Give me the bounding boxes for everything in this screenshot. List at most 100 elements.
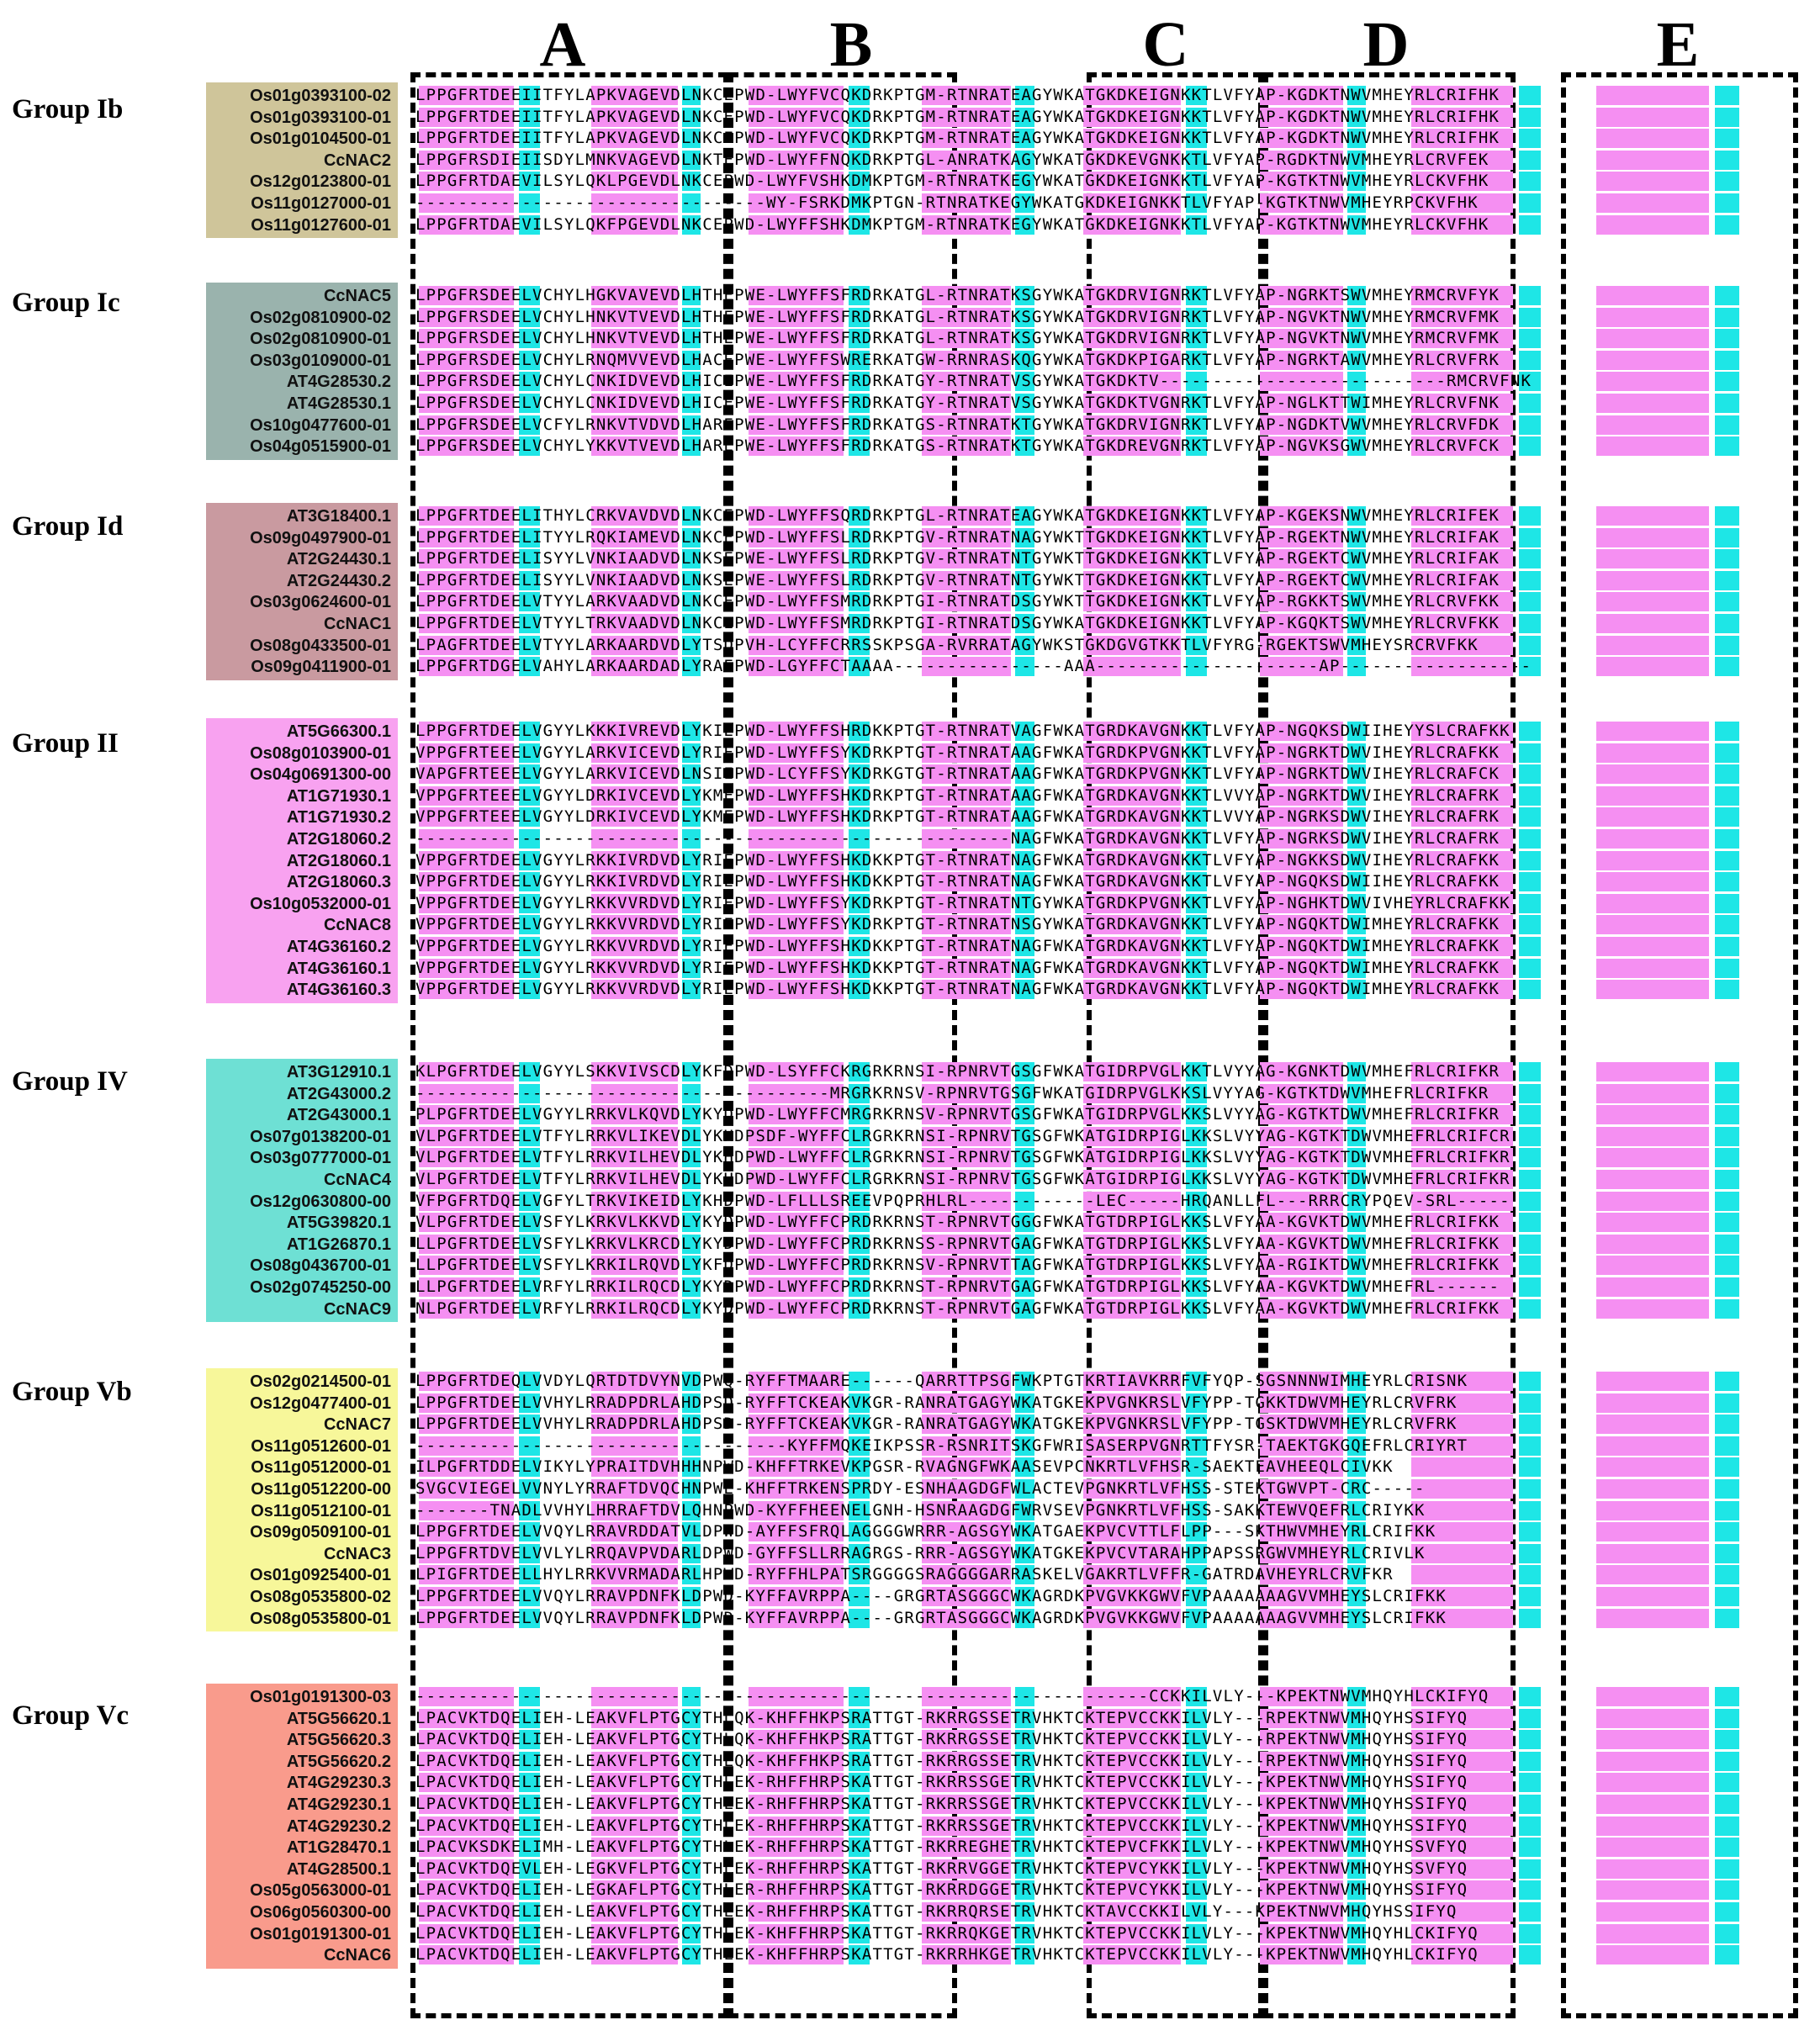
similarity-block (519, 1256, 540, 1276)
identity-block (591, 527, 678, 547)
similarity-block (849, 1587, 870, 1606)
identity-block (591, 436, 678, 457)
identity-block (1260, 1945, 1343, 1965)
sequence-label: CcNAC1 (323, 615, 391, 633)
similarity-block (682, 722, 701, 741)
similarity-block (519, 1436, 540, 1456)
sequence-text: LPACVKTDQELIEH-LEGKAFLPTGCYTHLER-RHFFHRP… (415, 1880, 1468, 1900)
identity-block (1411, 1838, 1513, 1858)
sequence-label: Os12g0123800-01 (250, 172, 391, 192)
similarity-block (1519, 549, 1541, 569)
sequence-text: VFPGFRTDQELVGFYLTRKVIKEIDLYKHDPWD-LFLLLS… (415, 1191, 1510, 1210)
identity-block (749, 1415, 844, 1435)
identity-block (1411, 764, 1513, 785)
similarity-block (849, 129, 870, 149)
sequence-text: LPPGFRTDGELVAHYLARKAARDADLYRAEPWD-LGYFFC… (415, 657, 1532, 676)
sequence-text: LPPGFRTDEQLVVDYLQRTDTDVYNVDPWQ-RYFFTMAAR… (415, 1372, 1468, 1390)
similarity-block (1347, 1608, 1366, 1628)
similarity-block (1519, 1277, 1541, 1297)
identity-block (591, 1902, 678, 1922)
sequence-label: AT2G24430.2 (286, 571, 391, 590)
identity-block (922, 764, 1011, 785)
similarity-block (849, 150, 870, 170)
similarity-block (682, 329, 701, 349)
sequence-text: LPPGFRSDEELVCHYLYKKVTVEVDLHAREPWE-LWYFFS… (415, 436, 1500, 456)
identity-block (1260, 1148, 1343, 1168)
similarity-block (519, 1730, 540, 1750)
identity-block (591, 1083, 678, 1103)
identity-block (1411, 614, 1513, 633)
identity-block (419, 1213, 514, 1233)
similarity-block (1519, 1587, 1541, 1606)
similarity-block (519, 506, 540, 526)
identity-block (419, 958, 514, 978)
sequence-row: LPPGFRTDEQLVVDYLQRTDTDVYNVDPWQ-RYFFTMAAR… (414, 1372, 1796, 1391)
identity-block (1596, 657, 1709, 677)
similarity-block (519, 214, 540, 235)
similarity-block (682, 506, 701, 526)
sequence-label: AT4G28500.1 (286, 1859, 391, 1879)
identity-block (591, 829, 678, 849)
similarity-block (1715, 1923, 1739, 1943)
similarity-block (682, 1859, 701, 1879)
identity-block (419, 1816, 514, 1836)
similarity-block (1715, 807, 1739, 828)
identity-block (1411, 915, 1513, 935)
identity-block (922, 1730, 1011, 1750)
group-title: Group IV (12, 1066, 128, 1097)
identity-block (591, 1277, 678, 1297)
identity-block (419, 764, 514, 785)
similarity-block (1015, 1751, 1034, 1771)
similarity-block (1186, 350, 1207, 370)
sequence-label: AT2G18060.2 (286, 830, 391, 849)
similarity-block (1347, 657, 1366, 677)
identity-block (1596, 1859, 1709, 1879)
domain-box-c (1087, 72, 1263, 2018)
similarity-block (1186, 1277, 1207, 1297)
group-title: Group Vc (12, 1700, 130, 1731)
sequence-row: LPACVKTDQELIEH-LEAKVFLPTGCYTHLEK-RHFFHRP… (414, 1795, 1796, 1814)
sequence-text: ----------------------------------------… (415, 829, 1500, 848)
identity-block (922, 1902, 1011, 1922)
identity-block (419, 743, 514, 763)
identity-block (1596, 1457, 1709, 1478)
similarity-block (1015, 980, 1034, 1000)
similarity-block (1015, 1234, 1034, 1254)
identity-block (1083, 1608, 1181, 1628)
similarity-block (1519, 1191, 1541, 1211)
similarity-block (1186, 1902, 1207, 1922)
sequence-row: LPPGFRTDEELVTYYLTRKVAADVDLNKCEPWD-LWYFFS… (414, 614, 1796, 633)
similarity-block (1715, 329, 1739, 349)
identity-block (922, 307, 1011, 327)
identity-block (419, 172, 514, 192)
similarity-block (1347, 937, 1366, 956)
identity-block (1083, 937, 1181, 956)
similarity-block (519, 350, 540, 370)
identity-block (1260, 1191, 1343, 1211)
sequence-text: SVGCVIEGELVVNYLYRRAFTDVQCHNPWE-KHFFTRKEN… (415, 1479, 1426, 1498)
similarity-block (519, 86, 540, 105)
similarity-block (1347, 1393, 1366, 1413)
identity-block (419, 807, 514, 828)
identity-block (922, 394, 1011, 413)
similarity-block (1715, 937, 1739, 956)
similarity-block (1015, 657, 1034, 677)
identity-block (1083, 1859, 1181, 1879)
similarity-block (682, 1730, 701, 1750)
identity-block (1411, 1126, 1513, 1146)
similarity-block (1347, 1148, 1366, 1168)
similarity-block (849, 415, 870, 435)
identity-block (1260, 722, 1343, 741)
sequence-text: LPPGFRSDEELVCHYLHGKVAVEVDLHTHEPWE-LWYFFS… (415, 286, 1500, 304)
identity-block (749, 372, 844, 392)
similarity-block (1015, 506, 1034, 526)
identity-block (1083, 1062, 1181, 1081)
similarity-block (1186, 172, 1207, 192)
similarity-block (519, 1083, 540, 1103)
similarity-block (849, 1105, 870, 1125)
similarity-block (519, 1234, 540, 1254)
identity-block (1260, 86, 1343, 105)
identity-block (749, 1687, 844, 1706)
identity-block (1083, 172, 1181, 192)
similarity-block (1015, 872, 1034, 892)
